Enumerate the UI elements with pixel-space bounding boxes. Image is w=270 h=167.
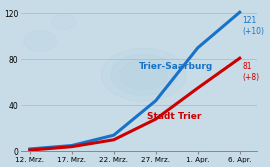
Circle shape [111, 54, 177, 95]
Text: 121
(+10): 121 (+10) [242, 16, 264, 36]
Text: Trier-Saarburg: Trier-Saarburg [139, 61, 213, 70]
Circle shape [101, 48, 186, 101]
Text: Stadt Trier: Stadt Trier [147, 112, 202, 121]
Text: 81
(+8): 81 (+8) [242, 62, 259, 82]
Circle shape [120, 60, 167, 90]
Circle shape [24, 31, 57, 51]
Circle shape [52, 15, 75, 29]
